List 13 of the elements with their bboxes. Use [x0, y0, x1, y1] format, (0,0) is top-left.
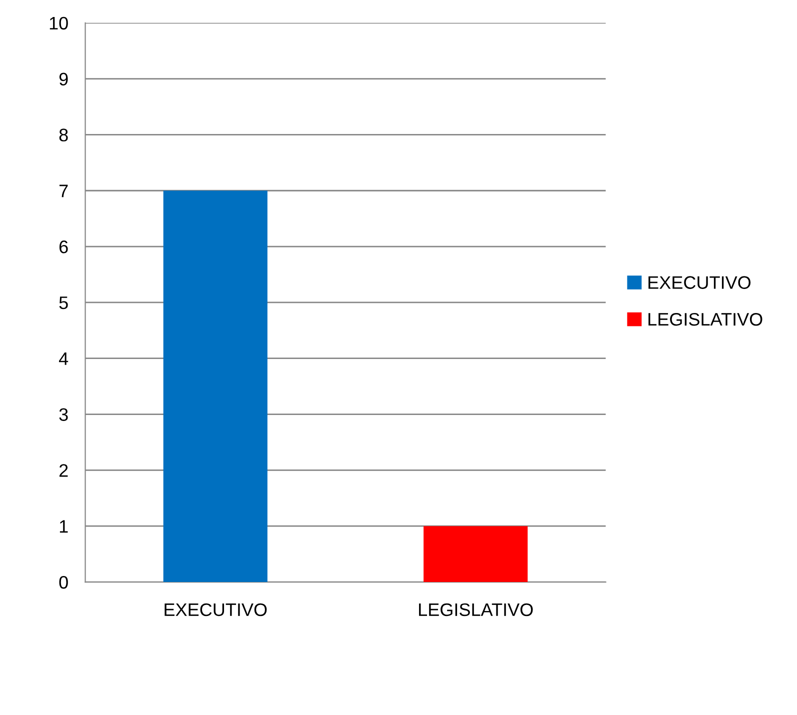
y-tick-label: 10 [50, 16, 68, 30]
y-tick-label: 4 [58, 352, 68, 365]
legend-label: LEGISLATIVO [648, 312, 762, 326]
y-tick-label: 9 [59, 72, 68, 86]
y-tick-label: 3 [59, 408, 68, 421]
y-tick-label: 8 [59, 128, 68, 142]
y-tick-label: 1 [60, 520, 68, 533]
legend-label: EXECUTIVO [648, 276, 751, 289]
y-tick-label: 7 [59, 184, 68, 198]
y-tick-label: 2 [59, 464, 68, 477]
y-tick-label: 5 [59, 296, 68, 310]
y-tick-label: 0 [59, 576, 68, 589]
y-tick-label: 6 [59, 240, 68, 254]
